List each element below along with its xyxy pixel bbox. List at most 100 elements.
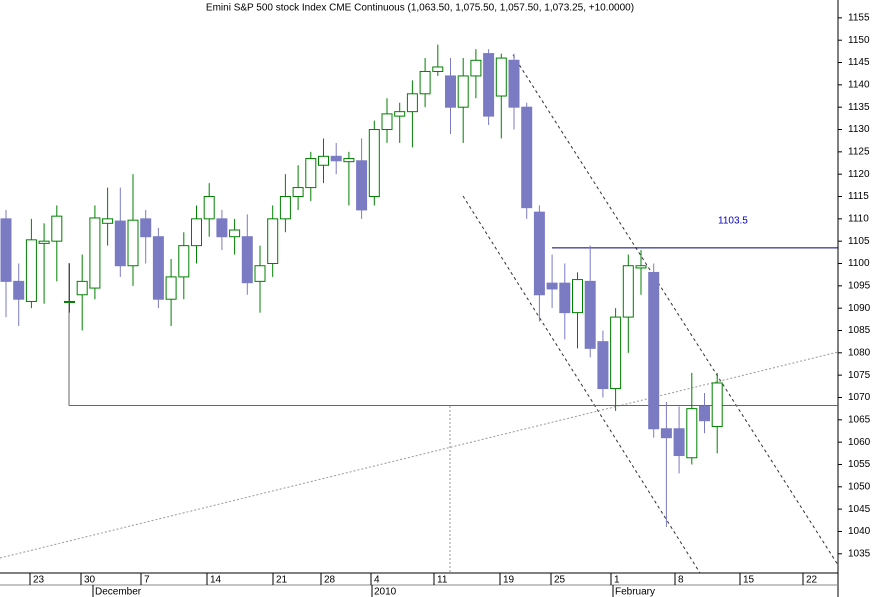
x-tick-label: 14 [210,575,222,586]
y-tick-label: 1140 [848,79,870,90]
chart-title: Emini S&P 500 stock Index CME Continuous… [206,3,634,14]
y-tick-label: 1075 [848,370,871,381]
candle-body [445,75,456,108]
candle-body [597,341,609,390]
candle-body [0,218,12,282]
x-tick-label: 22 [806,575,818,586]
candle-body [241,236,253,284]
y-tick-label: 1040 [848,526,871,537]
y-tick-label: 1100 [848,258,870,269]
candle-body [292,187,304,198]
candle-body [51,215,63,242]
candle-body [610,316,622,390]
candle-body [140,218,152,238]
candle-body [356,160,368,211]
channel-line [462,195,701,574]
y-tick-label: 1155 [848,13,870,24]
y-tick-label: 1130 [848,124,870,135]
candle-body [432,66,444,72]
candle-body [419,70,431,95]
month-label: 2010 [374,587,397,597]
y-tick-label: 1095 [848,280,871,291]
candle-body [521,106,533,209]
y-tick-label: 1060 [848,437,871,448]
candle-body [25,239,37,302]
x-tick-label: 25 [554,575,566,586]
candle-body [648,271,660,430]
candle-body [89,217,101,289]
y-tick-label: 1090 [848,303,871,314]
candle-body [686,408,698,459]
candle-body [279,196,291,220]
x-tick-label: 15 [743,575,755,586]
x-tick-label: 23 [33,575,45,586]
candle-body [483,53,495,117]
candle-body [13,280,25,300]
candle-body [343,158,355,163]
y-tick-label: 1080 [848,347,871,358]
candle-body [508,59,520,108]
channel-line [512,54,839,566]
y-tick-label: 1110 [848,213,869,224]
candle-body [64,300,75,303]
candle-body [394,111,406,117]
candle-body [622,265,634,318]
candle-body [470,59,482,77]
y-tick-label: 1070 [848,392,871,403]
candle-body [559,282,571,314]
candle-body [318,155,329,166]
candle-body [533,211,545,296]
x-tick-label: 11 [437,575,448,586]
x-tick-label: 4 [374,575,380,586]
candle-body [381,113,393,131]
candle-body [673,428,685,457]
candle-body [546,282,558,290]
candle-body [102,218,114,224]
x-tick-label: 30 [84,575,96,586]
y-tick-label: 1065 [848,414,871,425]
candle-body [203,196,215,220]
y-tick-label: 1115 [848,191,869,202]
y-tick-label: 1125 [848,146,870,157]
candle-body [711,382,723,428]
x-tick-label: 7 [144,575,150,586]
x-tick-label: 1 [614,575,620,586]
x-tick-label: 19 [503,575,515,586]
candle-body [114,220,126,267]
month-label: February [615,587,655,597]
candle-body [699,405,710,422]
candle-body [305,158,317,189]
candle-body [457,75,469,108]
y-tick-label: 1035 [848,548,871,559]
candle-body [495,57,507,97]
candle-body [267,218,279,264]
y-tick-label: 1045 [848,504,871,515]
candle-body [406,93,418,113]
candle-body [191,218,202,247]
candle-body [572,279,583,314]
y-tick-label: 1050 [848,481,871,492]
x-tick-label: 8 [678,575,684,586]
y-tick-label: 1135 [848,102,870,113]
candle-body [660,428,672,439]
y-tick-label: 1120 [848,169,870,180]
candle-body [76,280,88,296]
candle-body [152,236,164,300]
candle-body [584,280,596,349]
candle-body [127,219,139,267]
x-tick-label: 28 [324,575,336,586]
y-tick-label: 1055 [848,459,871,470]
candle-body [330,155,342,162]
month-label: December [95,587,142,597]
y-tick-label: 1145 [848,57,870,68]
candle-body [38,240,50,244]
y-tick-label: 1150 [848,35,870,46]
y-tick-label: 1105 [848,236,870,247]
candle-body [178,245,190,278]
annotation-label: 1103.5 [718,216,748,227]
candle-body [229,229,241,238]
y-tick-label: 1085 [848,325,871,336]
candle-body [635,265,647,269]
